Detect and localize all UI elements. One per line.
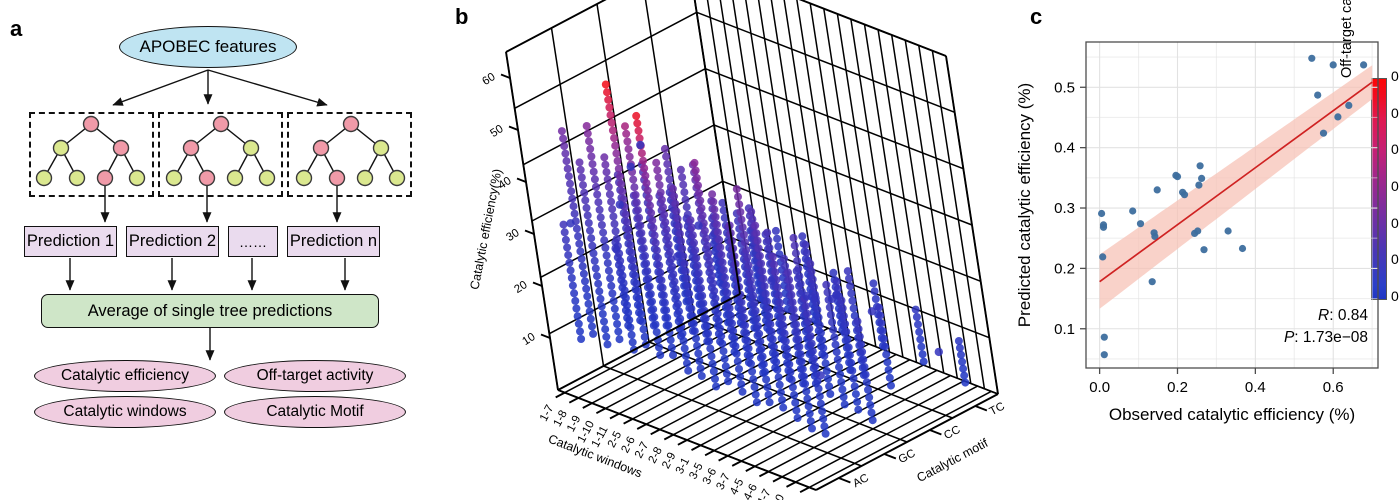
colorbar-tick-label: 0.05 xyxy=(1391,251,1400,268)
prediction-box-2: Prediction 2 xyxy=(126,226,219,257)
output-catalytic-efficiency: Catalytic efficiency xyxy=(34,360,216,392)
colorbar-tick-label: 0.15 xyxy=(1391,178,1400,194)
svg-text:0.5: 0.5 xyxy=(1054,79,1075,96)
decision-tree-2 xyxy=(165,115,276,223)
colorbar-gradient xyxy=(1371,78,1387,300)
svg-text:40: 40 xyxy=(496,175,513,192)
colorbar-tick-label: 0.30 xyxy=(1391,68,1400,84)
colorbar-tick-label: 0.00 xyxy=(1391,288,1400,304)
panel-c-letter: c xyxy=(1030,4,1043,29)
svg-text:Observed catalytic efficiency: Observed catalytic efficiency (%) xyxy=(1109,405,1355,424)
tree-box-2 xyxy=(158,112,283,197)
svg-text:CC: CC xyxy=(942,424,962,442)
svg-text:0.0: 0.0 xyxy=(1089,379,1110,396)
svg-text:20: 20 xyxy=(512,279,529,296)
panel-a: a APOBEC features xyxy=(0,0,440,500)
svg-text:0.4: 0.4 xyxy=(1245,379,1266,396)
svg-text:Predicted catalytic efficiency: Predicted catalytic efficiency (%) xyxy=(1015,83,1034,327)
svg-text:0.4: 0.4 xyxy=(1054,140,1075,157)
svg-text:0.1: 0.1 xyxy=(1054,321,1075,338)
svg-text:0.2: 0.2 xyxy=(1167,379,1188,396)
svg-text:10: 10 xyxy=(520,331,537,348)
svg-text:4-6: 4-6 xyxy=(742,482,760,500)
svg-text:50: 50 xyxy=(488,123,505,140)
svg-text:P: 1.73e−08: P: 1.73e−08 xyxy=(1284,329,1368,346)
output-catalytic-windows: Catalytic windows xyxy=(34,396,216,428)
svg-text:AC: AC xyxy=(851,472,871,490)
output-catalytic-motif: Catalytic Motif xyxy=(224,396,406,428)
prediction-box-n: Prediction n xyxy=(287,226,380,257)
prediction-box-1: Prediction 1 xyxy=(24,226,117,257)
panel-b: b 10 20 30 40 50 60 Catalytic efficiency(%) 1-7… xyxy=(440,0,1400,500)
average-predictions-box: Average of single tree predictions xyxy=(41,294,379,328)
svg-text:4-11: 4-11 xyxy=(780,498,801,500)
svg-text:Catalytic motif: Catalytic motif xyxy=(914,436,990,485)
panel-b-letter: b xyxy=(455,4,469,29)
svg-text:60: 60 xyxy=(480,71,497,88)
panel-a-connectors xyxy=(35,69,406,361)
svg-text:GC: GC xyxy=(897,447,918,466)
output-off-target-activity: Off-target activity xyxy=(224,360,406,392)
svg-text:30: 30 xyxy=(504,227,521,244)
svg-text:0.3: 0.3 xyxy=(1054,200,1075,217)
colorbar-tick-label: 0.20 xyxy=(1391,141,1400,158)
decision-tree-3 xyxy=(295,115,406,223)
prediction-box-ellipsis: …… xyxy=(228,226,278,257)
tree-box-1 xyxy=(29,112,154,197)
panel-a-letter: a xyxy=(10,16,23,41)
svg-text:R: 0.84: R: 0.84 xyxy=(1318,307,1368,324)
colorbar-tick-label: 0.25 xyxy=(1391,104,1400,121)
apobec-features-node: APOBEC features xyxy=(119,26,297,68)
panel-c: c 0.0 0.2 0.4 0.6 0.1 0.2 0.3 0.4 0.5 Observed ca… xyxy=(1000,0,1400,500)
decision-tree-1 xyxy=(35,115,146,223)
svg-text:0.2: 0.2 xyxy=(1054,260,1075,277)
svg-text:0.6: 0.6 xyxy=(1323,379,1344,396)
regression-scatter-plot: 0.0 0.2 0.4 0.6 0.1 0.2 0.3 0.4 0.5 Observed cata… xyxy=(1015,41,1379,424)
tree-box-3 xyxy=(287,112,412,197)
colorbar-tick-label: 0.10 xyxy=(1391,214,1400,231)
svg-text:Catalytic efficiency(%): Catalytic efficiency(%) xyxy=(467,168,504,291)
svg-text:4-10: 4-10 xyxy=(766,493,787,500)
